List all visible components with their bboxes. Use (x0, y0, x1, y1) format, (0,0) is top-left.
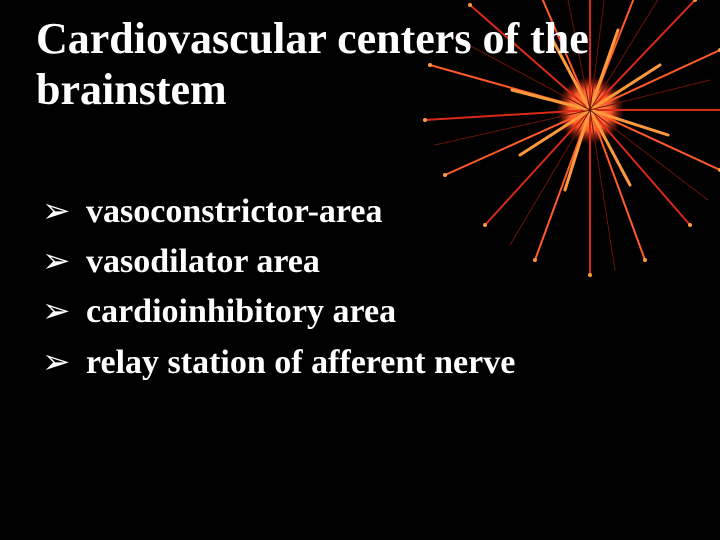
slide-title: Cardiovascular centers of the brainstem (36, 14, 690, 115)
bullet-marker-icon: ➢ (42, 240, 86, 284)
bullet-text: relay station of afferent nerve (86, 341, 515, 385)
bullet-text: cardioinhibitory area (86, 290, 396, 334)
bullet-text: vasodilator area (86, 240, 320, 284)
slide: Cardiovascular centers of the brainstem … (0, 0, 720, 540)
bullet-text: vasoconstrictor-area (86, 190, 382, 234)
bullet-item: ➢ vasodilator area (42, 240, 690, 284)
bullet-marker-icon: ➢ (42, 190, 86, 234)
bullet-marker-icon: ➢ (42, 341, 86, 385)
bullet-item: ➢ relay station of afferent nerve (42, 341, 690, 385)
bullet-marker-icon: ➢ (42, 290, 86, 334)
bullet-item: ➢ cardioinhibitory area (42, 290, 690, 334)
bullet-list: ➢ vasoconstrictor-area ➢ vasodilator are… (42, 190, 690, 391)
bullet-item: ➢ vasoconstrictor-area (42, 190, 690, 234)
